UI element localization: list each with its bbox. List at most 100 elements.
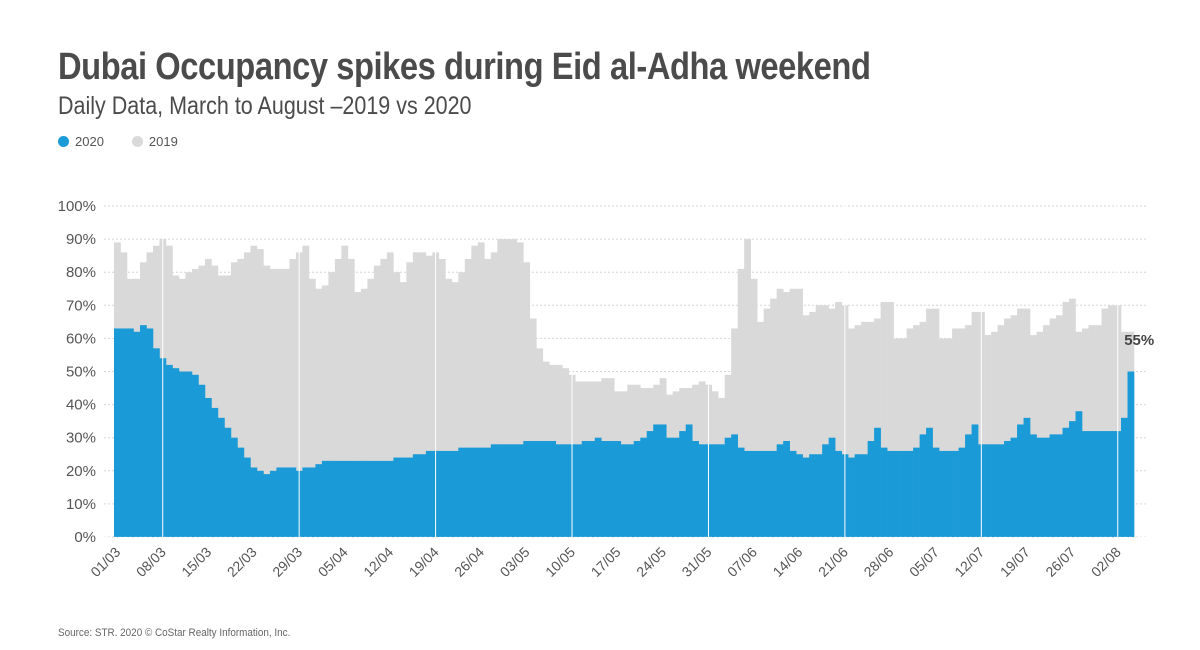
- bar-2020: [757, 450, 764, 537]
- bar-2020: [588, 441, 596, 537]
- bar-2020: [1095, 431, 1102, 537]
- bar-2020: [555, 444, 563, 537]
- bar-2020: [315, 464, 323, 537]
- bar-2019: [848, 328, 855, 537]
- bar-2020: [1075, 411, 1083, 537]
- bar-2019: [217, 275, 225, 537]
- chart-subtitle: Daily Data, March to August –2019 vs 202…: [58, 92, 472, 120]
- bar-2020: [263, 474, 271, 537]
- bar-2020: [1030, 434, 1037, 537]
- bar-2019: [913, 325, 920, 537]
- bar-2019: [1043, 325, 1050, 537]
- bar-2020: [484, 447, 492, 537]
- bar-2019: [451, 282, 459, 537]
- bar-2020: [698, 444, 706, 537]
- bar-2019: [503, 239, 511, 537]
- bar-2020: [354, 460, 362, 537]
- bar-2019: [386, 252, 394, 537]
- bar-2020: [523, 441, 531, 537]
- bar-2020: [250, 467, 258, 537]
- bar-2019: [256, 249, 264, 537]
- bar-2019: [1017, 308, 1024, 537]
- bar-2019: [425, 255, 433, 537]
- bar-2020: [490, 444, 498, 537]
- bar-2020: [594, 437, 602, 537]
- bar-2020: [1121, 417, 1128, 537]
- bar-2019: [991, 331, 998, 537]
- bar-2019: [373, 265, 381, 537]
- bar-2020: [1127, 371, 1135, 537]
- legend-swatch-2019: [131, 136, 143, 147]
- bar-2020: [750, 450, 758, 537]
- bar-2020: [601, 441, 609, 537]
- bar-2020: [1062, 427, 1070, 537]
- bar-2019: [269, 268, 277, 537]
- bar-2019: [887, 301, 894, 537]
- x-tick-label: 29/03: [269, 544, 305, 580]
- bar-2020: [198, 384, 206, 537]
- bar-2020: [971, 424, 979, 537]
- y-tick-label: 40%: [66, 397, 96, 414]
- bar-2019: [763, 308, 771, 537]
- legend-label-2019: 2019: [148, 134, 178, 149]
- bar-2020: [861, 454, 868, 537]
- bar-2019: [308, 278, 316, 537]
- legend-swatch-2020: [58, 136, 69, 147]
- bar-2020: [627, 444, 635, 537]
- x-tick-label: 22/03: [224, 544, 260, 580]
- bar-2019: [835, 301, 842, 537]
- x-tick-label: 07/06: [724, 544, 760, 580]
- bar-2020: [380, 460, 388, 537]
- bar-2020: [659, 424, 667, 537]
- bar-2020: [302, 467, 310, 537]
- bar-2019: [289, 258, 297, 537]
- x-tick-label: 15/03: [178, 544, 214, 580]
- bar-2020: [809, 454, 816, 537]
- bar-2020: [581, 441, 589, 537]
- bar-2020: [965, 434, 972, 537]
- x-tick-label: 10/05: [542, 544, 578, 580]
- bar-2020: [926, 427, 933, 537]
- x-tick-label: 12/04: [360, 544, 396, 580]
- bar-2019: [893, 338, 901, 537]
- bar-2019: [965, 325, 972, 537]
- bar-2019: [341, 245, 349, 537]
- bar-2019: [809, 311, 816, 537]
- bar-2020: [796, 454, 803, 537]
- bar-2020: [874, 427, 881, 537]
- x-tick-label: 19/07: [997, 544, 1033, 580]
- bar-2020: [1017, 424, 1024, 537]
- bar-2019: [867, 321, 875, 537]
- bar-2020: [913, 447, 920, 537]
- bar-2020: [1108, 431, 1115, 537]
- y-tick-label: 30%: [66, 430, 96, 447]
- bar-2019: [731, 328, 738, 537]
- bar-2019: [802, 315, 810, 537]
- bar-2020: [126, 328, 134, 537]
- peak-data-label: 55%: [1124, 332, 1154, 349]
- bar-2020: [952, 450, 959, 537]
- bar-2020: [1010, 437, 1018, 537]
- bar-2020: [373, 460, 381, 537]
- bar-2019: [224, 275, 232, 537]
- y-tick-label: 70%: [66, 297, 96, 314]
- bar-2019: [1036, 331, 1044, 537]
- bar-2019: [1010, 315, 1018, 537]
- bar-2019: [776, 288, 784, 537]
- bar-2019: [939, 338, 946, 537]
- bar-2019: [900, 338, 907, 537]
- bar-2019: [347, 258, 355, 537]
- bar-2019: [458, 272, 466, 537]
- bar-2019: [230, 262, 238, 537]
- week-separators: [104, 196, 1146, 539]
- bar-2020: [1082, 431, 1089, 537]
- bar-2019: [932, 308, 940, 537]
- bar-2019: [412, 252, 420, 537]
- x-tick-label: 21/06: [815, 544, 851, 580]
- bar-2020: [718, 444, 726, 537]
- bar-2019: [1049, 318, 1057, 537]
- bar-2020: [276, 467, 284, 537]
- x-tick-label: 05/04: [315, 544, 351, 580]
- bar-2020: [217, 417, 225, 537]
